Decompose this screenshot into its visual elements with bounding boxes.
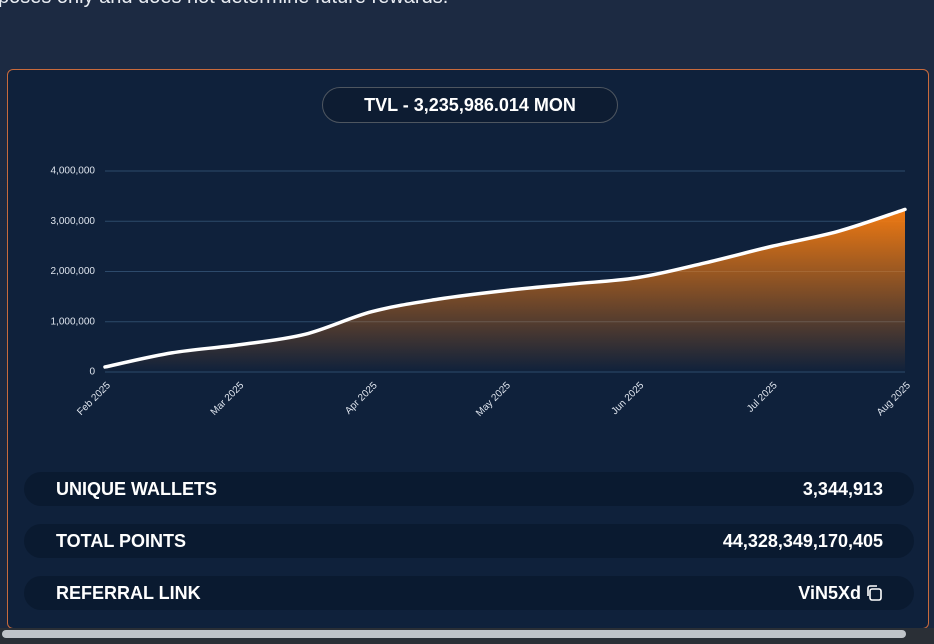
scrollbar[interactable] — [0, 628, 934, 644]
line — [103, 207, 907, 369]
x-tick-label: Feb 2025 — [75, 380, 113, 418]
x-tick-label: Apr 2025 — [343, 380, 380, 417]
y-tick-label: 0 — [89, 367, 95, 378]
stat-value: 3,344,913 — [802, 479, 883, 499]
copy-icon[interactable] — [865, 584, 883, 602]
stat-value: 44,328,349,170,405 — [722, 531, 883, 551]
y-tick-label: 4,000,000 — [51, 166, 96, 177]
scrollbar-thumb[interactable] — [2, 630, 906, 638]
stat-value-wrap[interactable]: ViN5Xd — [798, 576, 883, 610]
y-tick-label: 3,000,000 — [51, 216, 96, 227]
chart: 0 1,000,000 2,000,000 3,000,000 4,000,000 Feb… — [51, 166, 914, 419]
chart-title: TVL - 3,235,986.014 MON — [322, 87, 618, 123]
referral-code[interactable]: ViN5Xd — [798, 583, 861, 603]
stat-label: REFERRAL LINK — [56, 583, 201, 603]
stat-label: UNIQUE WALLETS — [56, 479, 217, 499]
stat-row: REFERRAL LINK ViN5Xd — [24, 576, 914, 610]
tvl-card: 0 1,000,000 2,000,000 3,000,000 4,000,000 Feb… — [7, 69, 929, 629]
stat-row: TOTAL POINTS 44,328,349,170,405 — [24, 524, 914, 558]
header-note: poses only and does not determine future… — [0, 0, 448, 9]
x-tick-label: Jun 2025 — [609, 380, 646, 417]
x-tick-label: Jul 2025 — [745, 380, 780, 415]
x-tick-label: Aug 2025 — [875, 380, 913, 418]
y-tick-label: 1,000,000 — [51, 316, 96, 327]
x-tick-label: May 2025 — [474, 380, 513, 419]
stat-label: TOTAL POINTS — [56, 531, 187, 551]
y-tick-label: 2,000,000 — [51, 266, 96, 277]
x-tick-label: Mar 2025 — [209, 380, 247, 418]
stat-row: UNIQUE WALLETS 3,344,913 — [24, 472, 914, 506]
